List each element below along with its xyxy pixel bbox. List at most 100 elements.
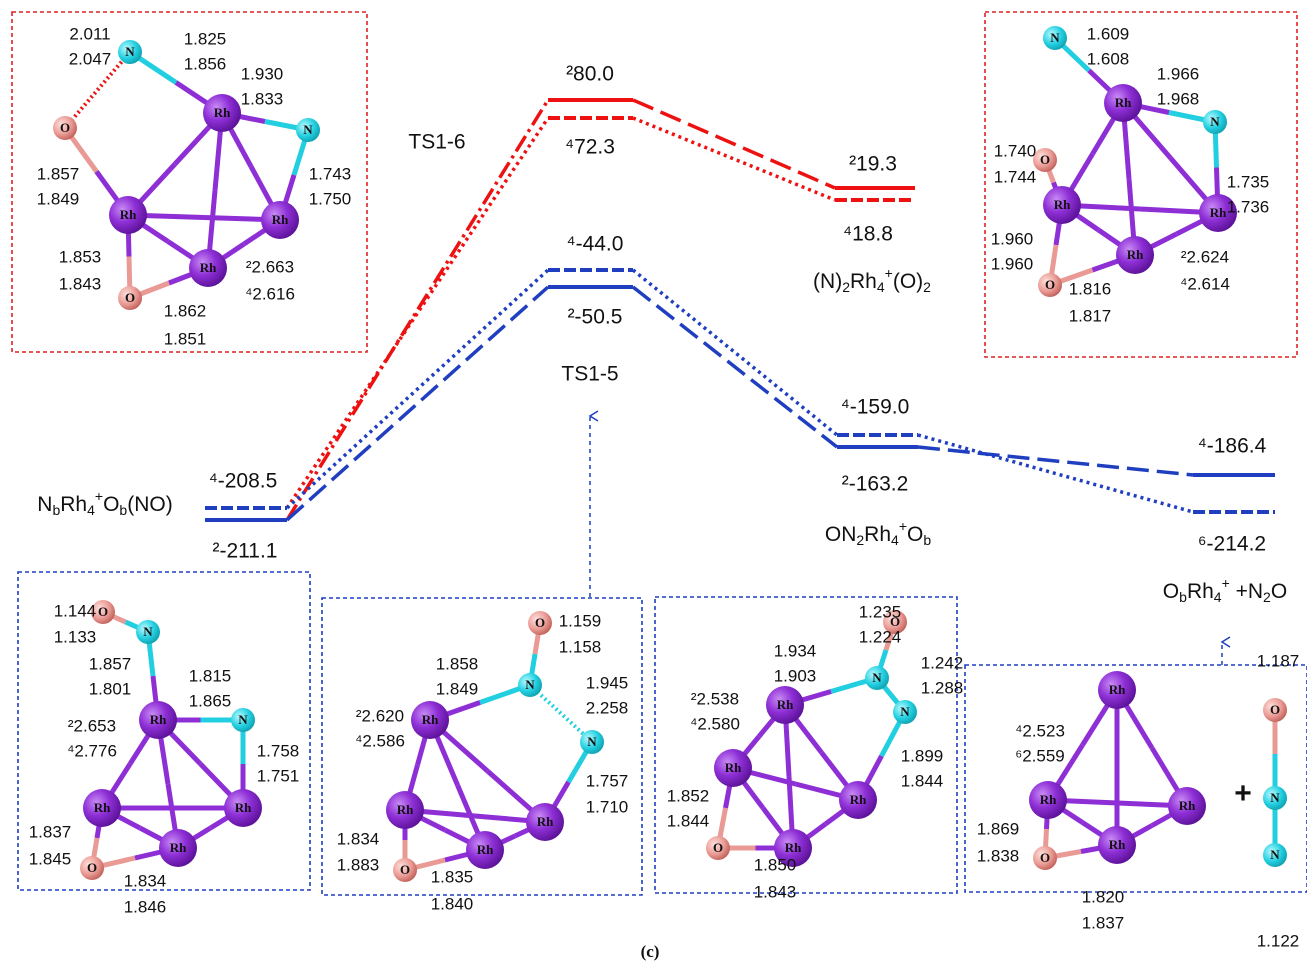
bond-length: 1.820 (1082, 887, 1125, 906)
structure: ONNRhRhRhRhO1.2351.2241.9341.9031.2421.2… (667, 602, 964, 901)
bond-length: 1.743 (309, 164, 352, 183)
atom-label: Rh (272, 212, 289, 227)
level-name: ObRh4+ +N2O (1163, 575, 1287, 605)
atom-label: N (125, 44, 135, 59)
atom-label: Rh (1109, 837, 1126, 852)
bond-length: 1.288 (921, 678, 964, 697)
structure: ONNRhRhRhRhO1.1591.1581.8581.8491.9452.2… (337, 611, 629, 913)
formula-part: Rh (850, 270, 877, 293)
atom-label: N (1210, 114, 1220, 129)
atom-label: N (900, 704, 910, 719)
bond-length: 1.735 (1227, 172, 1270, 191)
atom-label: O (1045, 277, 1055, 292)
bond-length: 1.844 (667, 811, 710, 830)
level-name: (N)2Rh4+(O)2 (813, 265, 931, 295)
formula-part: Rh (1187, 580, 1214, 603)
energy-label: ⁴-159.0 (841, 396, 910, 419)
atom-label: Rh (94, 800, 111, 815)
atom-label: Rh (850, 792, 867, 807)
level-name: TS1-6 (408, 131, 465, 154)
bond-length: 1.757 (586, 771, 629, 790)
bond-length: 1.857 (37, 164, 80, 183)
energy-label: ⁴-44.0 (567, 233, 624, 256)
bond-length: 1.758 (257, 741, 300, 760)
bond-length: 1.235 (859, 602, 902, 621)
level-name: ON2Rh4+Ob (825, 518, 931, 548)
bond-length: 1.833 (241, 89, 284, 108)
level-name: TS1-5 (561, 363, 618, 386)
atom-label: N (1270, 847, 1280, 862)
bond-length: 1.960 (991, 229, 1034, 248)
formula-part: 2 (1263, 589, 1271, 605)
bond-length: 1.843 (59, 274, 102, 293)
bond-length: ⁴2.614 (1180, 274, 1230, 293)
formula-part: 2 (923, 279, 931, 295)
bond-length: 1.834 (337, 829, 380, 848)
structure: ONRhNRhRhRhO1.1441.1331.8571.8011.8151.8… (29, 600, 300, 916)
atom-label: O (125, 290, 135, 305)
formula-part: ON (825, 523, 857, 546)
connector (633, 100, 835, 188)
formula-part: (N) (813, 270, 842, 293)
bond-length: 1.840 (431, 894, 474, 913)
atom-label: O (400, 862, 410, 877)
bond-length: 1.242 (921, 653, 964, 672)
level-name: NbRh4+Ob(NO) (37, 488, 172, 518)
energy-label: ⁴18.8 (843, 223, 893, 246)
formula-part: O (907, 523, 923, 546)
bond-length: 1.857 (89, 654, 132, 673)
connector (633, 287, 837, 447)
bond-length: 1.837 (1082, 913, 1125, 932)
atom-label: O (87, 860, 97, 875)
atom-label: N (303, 122, 313, 137)
bond-length: 1.930 (241, 64, 284, 83)
bond-length: 1.133 (54, 627, 97, 646)
figure: TS1-6 ²80.0 ⁴72.3 ²19.3 ⁴18.8 (N)2Rh4+(O… (0, 0, 1307, 967)
energy-label: ⁴-208.5 (209, 470, 278, 493)
energy-label: ⁶-214.2 (1198, 533, 1266, 556)
bond-length: 2.047 (69, 49, 112, 68)
levels (205, 100, 1275, 520)
energy-label: ⁴72.3 (565, 136, 615, 159)
formula-part: 4 (87, 502, 95, 518)
atom-label: O (1270, 702, 1280, 717)
bond-length: 1.856 (184, 54, 227, 73)
atom-label: Rh (1210, 205, 1227, 220)
atom-label: Rh (200, 260, 217, 275)
atom-label: N (587, 734, 597, 749)
bond-length: 1.158 (559, 637, 602, 656)
atom-label: N (238, 712, 248, 727)
bond-length: 1.883 (337, 855, 380, 874)
bond-length: ²2.620 (356, 706, 404, 725)
bond-length: 1.968 (1157, 89, 1200, 108)
atom-label: O (98, 604, 108, 619)
bond-length: 1.858 (436, 654, 479, 673)
atom-label: O (1040, 152, 1050, 167)
energy-label: ²-50.5 (568, 306, 623, 329)
bond-length: 1.899 (901, 746, 944, 765)
bond-length: 1.960 (991, 254, 1034, 273)
formula-part: 2 (856, 532, 864, 548)
connector (287, 287, 548, 520)
bond-length: 1.849 (37, 189, 80, 208)
bond-length: ⁴2.776 (67, 741, 117, 760)
atom-label: Rh (422, 712, 439, 727)
bond-length: 1.187 (1257, 651, 1300, 670)
bond-length: 1.869 (977, 819, 1020, 838)
atom-label: N (525, 677, 535, 692)
formula-part: + (899, 518, 907, 534)
atom-label: Rh (477, 842, 494, 857)
formula-part: Rh (60, 493, 87, 516)
bond-length: ⁶2.559 (1015, 746, 1065, 765)
plus-sign: + (1234, 777, 1252, 810)
bond-length: 1.744 (994, 167, 1037, 186)
bond-length: 1.144 (54, 601, 97, 620)
atom-label: Rh (235, 800, 252, 815)
bond-length: 1.853 (59, 247, 102, 266)
bond-length: 1.862 (164, 301, 207, 320)
bond-length: 1.966 (1157, 64, 1200, 83)
bond-length: 1.816 (1069, 279, 1112, 298)
atom-label: Rh (537, 814, 554, 829)
bond-length: 1.815 (189, 666, 232, 685)
